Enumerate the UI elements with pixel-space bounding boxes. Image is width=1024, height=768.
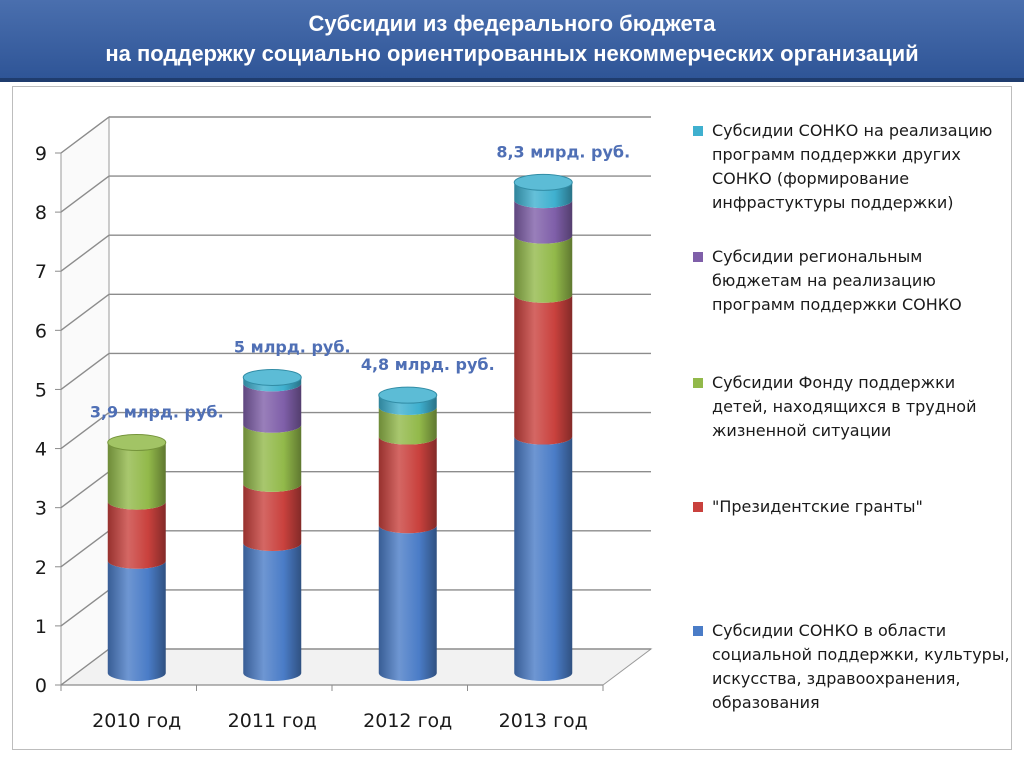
y-tick-label: 8 <box>35 202 47 224</box>
bar-segment-2-1 <box>378 436 437 534</box>
bar-segment-3-0 <box>514 436 573 681</box>
bar-segment-1-0 <box>243 542 302 681</box>
bar-segment-0-2 <box>107 442 166 510</box>
x-tick-label: 2010 год <box>92 710 181 732</box>
header-underline <box>0 78 1024 82</box>
bar-segment-1-3 <box>243 383 302 433</box>
legend-swatch-infrastructure <box>693 126 703 136</box>
bar-cap-3 <box>513 173 573 191</box>
title-line-1: Субсидии из федерального бюджета <box>308 11 716 36</box>
chart-side-wall <box>60 116 110 686</box>
y-tick-label: 4 <box>35 439 47 461</box>
y-tick-label: 9 <box>35 143 47 165</box>
bar-segment-2-2 <box>378 407 437 445</box>
gridline-diagonal <box>60 234 110 272</box>
bar-segment-3-3 <box>514 200 573 244</box>
legend-swatch-grants <box>693 502 703 512</box>
data-label: 8,3 млрд. руб. <box>496 142 630 161</box>
bar-segment-3-2 <box>514 235 573 303</box>
gridline-diagonal <box>60 471 110 509</box>
y-tick-label: 7 <box>35 261 47 283</box>
legend-swatch-fund <box>693 378 703 388</box>
legend-label-infrastructure: Субсидии СОНКО на реализацию программ по… <box>712 121 993 212</box>
stacked-cylinder-chart: 0 1 2 3 4 5 6 7 8 9 2010 год 3,9 млрд. руб. 2011 год… <box>35 116 653 732</box>
bar-segment-3-4 <box>514 182 573 209</box>
bar-cap-0 <box>107 433 167 451</box>
bar-cap-1 <box>242 368 302 386</box>
bar-segment-3-1 <box>514 294 573 445</box>
gridline-diagonal <box>60 352 110 391</box>
y-tick-label: 1 <box>35 616 47 638</box>
bar-segment-1-1 <box>243 483 302 551</box>
gridline-diagonal <box>60 293 110 331</box>
x-tick-label: 2013 год <box>499 710 588 732</box>
x-tick-label: 2012 год <box>363 710 452 732</box>
y-tick-label: 3 <box>35 498 47 520</box>
bar-segment-0-1 <box>107 501 166 569</box>
legend-label-grants: "Президентские гранты" <box>712 497 923 516</box>
bar-segment-1-2 <box>243 424 302 492</box>
legend-swatch-regional <box>693 252 703 262</box>
legend-swatch-social <box>693 626 703 636</box>
bar-segment-2-0 <box>378 525 437 681</box>
x-tick-label: 2011 год <box>228 710 317 732</box>
y-tick-label: 0 <box>35 675 47 697</box>
bar-segment-0-0 <box>107 560 166 681</box>
gridline-diagonal <box>60 530 110 568</box>
legend-label-fund: Субсидии Фонду поддержки детей, находящи… <box>712 373 977 440</box>
chart-frame: 0 1 2 3 4 5 6 7 8 9 2010 год 3,9 млрд. руб. 2011 год… <box>12 86 1012 750</box>
data-label: 3,9 млрд. руб. <box>90 402 224 421</box>
gridline-diagonal <box>60 175 110 213</box>
legend-label-social: Субсидии СОНКО в области социальной подд… <box>712 621 1010 712</box>
y-tick-label: 2 <box>35 557 47 579</box>
y-tick-label: 6 <box>35 320 47 342</box>
gridline-diagonal <box>60 411 110 450</box>
bar-cap-2 <box>378 386 438 404</box>
y-tick-label: 5 <box>35 379 47 401</box>
data-label: 5 млрд. руб. <box>234 337 351 356</box>
gridline-diagonal <box>60 116 110 154</box>
bar-segment-1-4 <box>243 377 302 392</box>
gridline-diagonal <box>60 648 110 686</box>
slide-header: Субсидии из федерального бюджета на подд… <box>0 0 1024 78</box>
title-line-2: на поддержку социально ориентированных н… <box>105 41 919 66</box>
data-label: 4,8 млрд. руб. <box>361 355 495 374</box>
gridline-diagonal <box>60 589 110 627</box>
bar-segment-2-4 <box>378 395 437 415</box>
legend-label-regional: Субсидии региональным бюджетам на реализ… <box>712 247 962 314</box>
